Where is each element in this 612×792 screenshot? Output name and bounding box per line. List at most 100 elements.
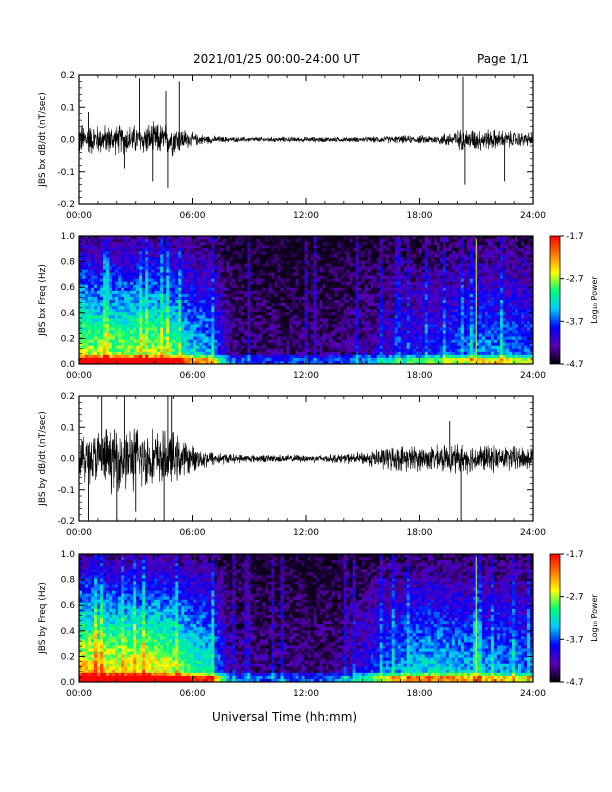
spectrogram-cell <box>370 254 375 258</box>
spectrogram-cell <box>334 251 338 255</box>
spectrogram-cell <box>253 272 257 277</box>
spectrogram-cell <box>220 287 224 292</box>
spectrogram-cell <box>187 284 191 289</box>
spectrogram-cell <box>322 336 326 341</box>
spectrogram-cell <box>343 357 347 362</box>
spectrogram-cell <box>130 360 134 365</box>
spectrogram-cell <box>292 236 296 240</box>
spectrogram-cell <box>181 303 185 307</box>
spectrogram-cell <box>235 303 239 307</box>
spectrogram-cell <box>124 315 128 319</box>
spectrogram-cell <box>226 281 230 286</box>
spectrogram-cell <box>244 242 248 246</box>
spectrogram-cell <box>289 324 293 328</box>
spectrogram-cell <box>169 236 173 240</box>
spectrogram-cell <box>280 269 284 273</box>
spectrogram-cell <box>115 348 119 353</box>
spectrogram-cell <box>121 324 125 328</box>
spectrogram-cell <box>100 257 104 261</box>
spectrogram-cell <box>355 254 360 258</box>
spectrogram-cell <box>112 339 116 344</box>
spectrogram-cell <box>268 260 272 264</box>
spectrogram-cell <box>250 296 254 301</box>
spectrogram-cell <box>322 287 326 292</box>
spectrogram-cell <box>325 242 329 246</box>
spectrogram-cell <box>313 242 317 246</box>
spectrogram-cell <box>196 242 200 246</box>
spectrogram-cell <box>400 309 405 313</box>
spectrogram-cell <box>184 360 188 365</box>
spectrogram-cell <box>109 239 113 243</box>
spectrogram-cell <box>268 330 272 334</box>
spectrogram-cell <box>247 348 251 353</box>
spectrogram-cell <box>175 278 179 283</box>
spectrogram-cell <box>346 318 350 322</box>
spectrogram-cell <box>268 333 272 337</box>
spectrogram-cell <box>136 278 140 283</box>
spectrogram-cell <box>199 269 203 273</box>
spectrogram-cell <box>133 281 137 286</box>
spectrogram-cell <box>379 245 384 249</box>
spectrogram-cell <box>376 315 381 319</box>
spectrogram-cell <box>94 293 98 298</box>
spectrogram-cell <box>361 251 366 255</box>
spectrogram-cell <box>148 284 152 289</box>
spectrogram-cell <box>349 351 354 356</box>
spectrogram-cell <box>193 339 197 344</box>
spectrogram-cell <box>415 342 420 347</box>
spectrogram-cell <box>382 284 387 289</box>
spectrogram-cell <box>268 303 272 307</box>
spectrogram-cell <box>385 321 390 325</box>
spectrogram-cell <box>346 251 350 255</box>
spectrogram-cell <box>421 345 426 350</box>
spectrogram-cell <box>238 324 242 328</box>
spectrogram-cell <box>313 351 317 356</box>
spectrogram-cell <box>301 327 305 331</box>
spectrogram-cell <box>256 293 260 298</box>
spectrogram-cell <box>382 327 387 331</box>
spectrogram-cell <box>364 260 369 264</box>
spectrogram-cell <box>373 269 378 273</box>
spectrogram-cell <box>409 336 414 341</box>
spectrogram-cell <box>166 324 170 328</box>
spectrogram-cell <box>256 236 260 240</box>
spectrogram-cell <box>121 348 125 353</box>
spectrogram-cell <box>133 251 137 255</box>
spectrogram-cell <box>130 263 134 267</box>
spectrogram-cell <box>121 275 125 280</box>
spectrogram-cell <box>232 312 236 316</box>
spectrogram-cell <box>286 333 290 337</box>
spectrogram-cell <box>178 239 182 243</box>
spectrogram-cell <box>178 303 182 307</box>
spectrogram-cell <box>346 239 350 243</box>
spectrogram-cell <box>112 287 116 292</box>
spectrogram-cell <box>88 290 92 295</box>
spectrogram-cell <box>244 360 248 365</box>
spectrogram-cell <box>316 315 320 319</box>
spectrogram-cell <box>379 290 384 295</box>
spectrogram-cell <box>139 354 143 359</box>
spectrogram-cell <box>220 239 224 243</box>
spectrogram-cell <box>106 236 110 240</box>
spectrogram-cell <box>214 239 218 243</box>
spectrogram-cell <box>196 239 200 243</box>
spectrogram-cell <box>250 345 254 350</box>
spectrogram-cell <box>88 342 92 347</box>
spectrogram-cell <box>271 348 275 353</box>
spectrogram-cell <box>355 309 360 313</box>
spectrogram-cell <box>307 324 311 328</box>
spectrogram-cell <box>82 339 86 344</box>
spectrogram-cell <box>145 245 149 249</box>
spectrogram-cell <box>280 354 284 359</box>
spectrogram-cell <box>355 290 360 295</box>
spectrogram-cell <box>199 303 203 307</box>
spectrogram-cell <box>343 327 347 331</box>
spectrogram-cell <box>220 236 224 240</box>
spectrogram-cell <box>379 272 384 277</box>
spectrogram-cell <box>391 351 396 356</box>
spectrogram-cell <box>340 296 344 301</box>
spectrogram-cell <box>142 306 146 310</box>
spectrogram-cell <box>361 242 366 246</box>
spectrogram-cell <box>82 284 86 289</box>
spectrogram-cell <box>118 357 122 362</box>
